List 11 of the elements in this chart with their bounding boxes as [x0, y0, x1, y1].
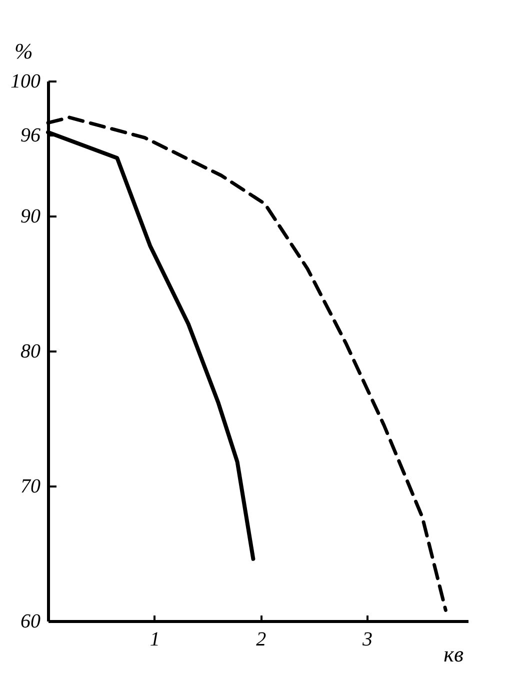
y-tick-label: 96 [20, 124, 40, 146]
x-tick-label: 1 [150, 628, 160, 650]
y-axis-title: % [14, 38, 33, 64]
x-axis-title: кв [444, 642, 464, 666]
x-tick-label: 3 [361, 628, 372, 650]
y-tick-label: 60 [20, 610, 40, 632]
y-tick-label: 80 [20, 340, 40, 362]
y-tick-label: 100 [10, 70, 40, 92]
y-tick-label: 90 [20, 206, 40, 228]
y-tick-label: 70 [20, 476, 40, 498]
x-tick-label: 2 [256, 628, 266, 650]
